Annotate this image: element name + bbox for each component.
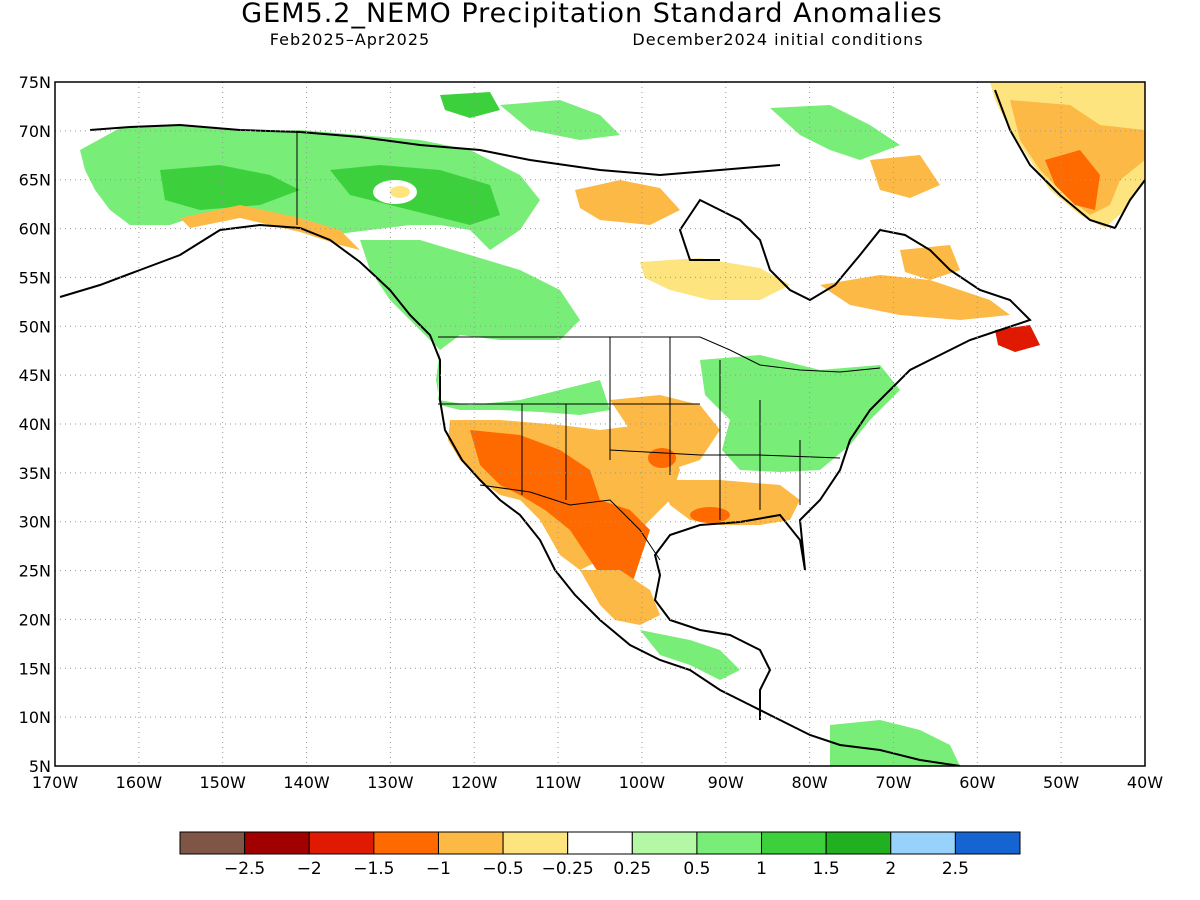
atlantic-coastline: [653, 198, 1032, 720]
colorbar-swatch: [437, 831, 504, 855]
lon-tick-label: 50W: [1043, 773, 1079, 792]
graticule: [55, 82, 1145, 766]
lon-tick-label: 40W: [1127, 773, 1163, 792]
lon-tick-label: 100W: [619, 773, 666, 792]
anomaly-southwest-very-dry: [470, 430, 650, 590]
lon-tick-label: 170W: [32, 773, 79, 792]
colorbar-label: −1.5: [353, 859, 394, 879]
land-and-anomaly-layer: [80, 82, 1145, 766]
colorbar-label: −2: [297, 859, 322, 879]
anomaly-arctic-wetter: [440, 92, 500, 118]
anomaly-central-america-wet: [640, 630, 740, 680]
colorbar-swatch: [890, 831, 956, 855]
state-lines-meridional: [521, 337, 801, 520]
lat-tick-label: 60N: [19, 220, 51, 239]
lat-tick-label: 75N: [19, 73, 51, 92]
coastlines: [59, 89, 1145, 766]
colorbar-swatch: [761, 831, 827, 855]
colorbar-label: 0.5: [683, 859, 710, 879]
lat-tick-label: 35N: [19, 464, 51, 483]
lat-tick-label: 50N: [19, 317, 51, 336]
anomaly-newfoundland-very-dry: [995, 325, 1040, 352]
anomaly-texas-panhandle-dry: [648, 448, 676, 468]
colorbar-label: 1.5: [813, 859, 840, 879]
lat-tick-label: 5N: [29, 757, 51, 776]
colorbar-swatch: [179, 831, 246, 855]
forecast-period: Feb2025–Apr2025: [270, 30, 430, 49]
lat-tick-label: 65N: [19, 171, 51, 190]
lon-tick-label: 90W: [708, 773, 744, 792]
lat-tick-label: 10N: [19, 708, 51, 727]
lat-tick-label: 25N: [19, 562, 51, 581]
anomaly-arctic-wet: [500, 100, 620, 140]
lat-tick-label: 70N: [19, 122, 51, 141]
anomaly-alaska-wetter: [160, 165, 300, 210]
colorbar-swatch: [954, 831, 1021, 855]
longitude-labels: 170W 160W 150W 140W 130W 120W 110W 100W 90W 80W 70…: [32, 773, 1163, 792]
lon-tick-label: 150W: [200, 773, 247, 792]
colorbar-label: 1: [756, 859, 767, 879]
colorbar-swatch: [244, 831, 310, 855]
latitude-labels: 5N 10N 15N 20N 25N 30N 35N 40N 45N 50N 55N 60N 65N 70…: [19, 73, 51, 776]
political-borders: [296, 132, 881, 561]
state-lines-37n: [609, 449, 841, 459]
anomaly-gulf-alaska-dry: [180, 205, 360, 250]
greenland-coastline: [994, 89, 1145, 230]
colorbar-swatch: [308, 831, 375, 855]
colorbar-label: −2.5: [224, 859, 265, 879]
lon-tick-label: 160W: [116, 773, 163, 792]
colorbar-swatch: [696, 831, 763, 855]
lon-tick-label: 110W: [535, 773, 582, 792]
lon-tick-label: 80W: [792, 773, 828, 792]
colorbar-swatch: [502, 831, 569, 855]
colorbar-label: −1: [426, 859, 451, 879]
lat-tick-label: 55N: [19, 268, 51, 287]
colorbar-label: 0.25: [613, 859, 651, 879]
map-frame: [54, 81, 1146, 767]
colorbar-swatch: [631, 831, 698, 855]
map-title: GEM5.2_NEMO Precipitation Standard Anoma…: [241, 0, 943, 29]
lat-tick-label: 45N: [19, 366, 51, 385]
map-plot-area: [54, 81, 1146, 767]
anomaly-alaska-wet: [80, 125, 540, 250]
anomaly-quebec-dry: [820, 275, 1010, 320]
lon-tick-label: 120W: [451, 773, 498, 792]
anomaly-yukon-dry: [390, 186, 410, 198]
anomaly-hudson-dry: [640, 258, 790, 300]
colorbar-swatch: [373, 831, 439, 855]
lon-tick-label: 60W: [959, 773, 995, 792]
anomaly-louisiana-dry: [690, 507, 730, 523]
lat-tick-label: 15N: [19, 659, 51, 678]
colorbar-swatch: [825, 831, 892, 855]
lat-tick-label: 40N: [19, 415, 51, 434]
us-canada-border: [438, 336, 881, 373]
colorbar: −2.5 −2 −1.5 −1 −0.5 −0.25 0.25 0.5 1 1.5 2 2.5: [179, 831, 1021, 879]
lon-tick-label: 130W: [367, 773, 414, 792]
anomaly-south-america-wet: [830, 720, 960, 766]
anomaly-labrador-dry: [900, 245, 960, 280]
anomaly-mexico-dry: [580, 570, 660, 625]
anomaly-baffin-dry: [870, 155, 940, 198]
initial-conditions: December2024 initial conditions: [632, 30, 923, 49]
lat-tick-label: 30N: [19, 513, 51, 532]
colorbar-swatch: [567, 831, 633, 855]
anomaly-baffin-wet: [770, 105, 900, 160]
colorbar-label: 2.5: [942, 859, 969, 879]
lat-tick-label: 20N: [19, 610, 51, 629]
pacific-coastline: [59, 223, 961, 766]
anomaly-greenland-very-dry: [1045, 150, 1100, 210]
lon-tick-label: 70W: [875, 773, 911, 792]
anomaly-nwt-dry: [575, 180, 680, 225]
anomaly-plains-dry: [610, 395, 720, 470]
colorbar-label: 2: [885, 859, 896, 879]
lon-tick-label: 140W: [283, 773, 330, 792]
anomaly-pacific-nw-wet: [360, 240, 610, 415]
colorbar-label: −0.25: [542, 859, 594, 879]
colorbar-label: −0.5: [482, 859, 523, 879]
arctic-coastline: [89, 123, 781, 177]
